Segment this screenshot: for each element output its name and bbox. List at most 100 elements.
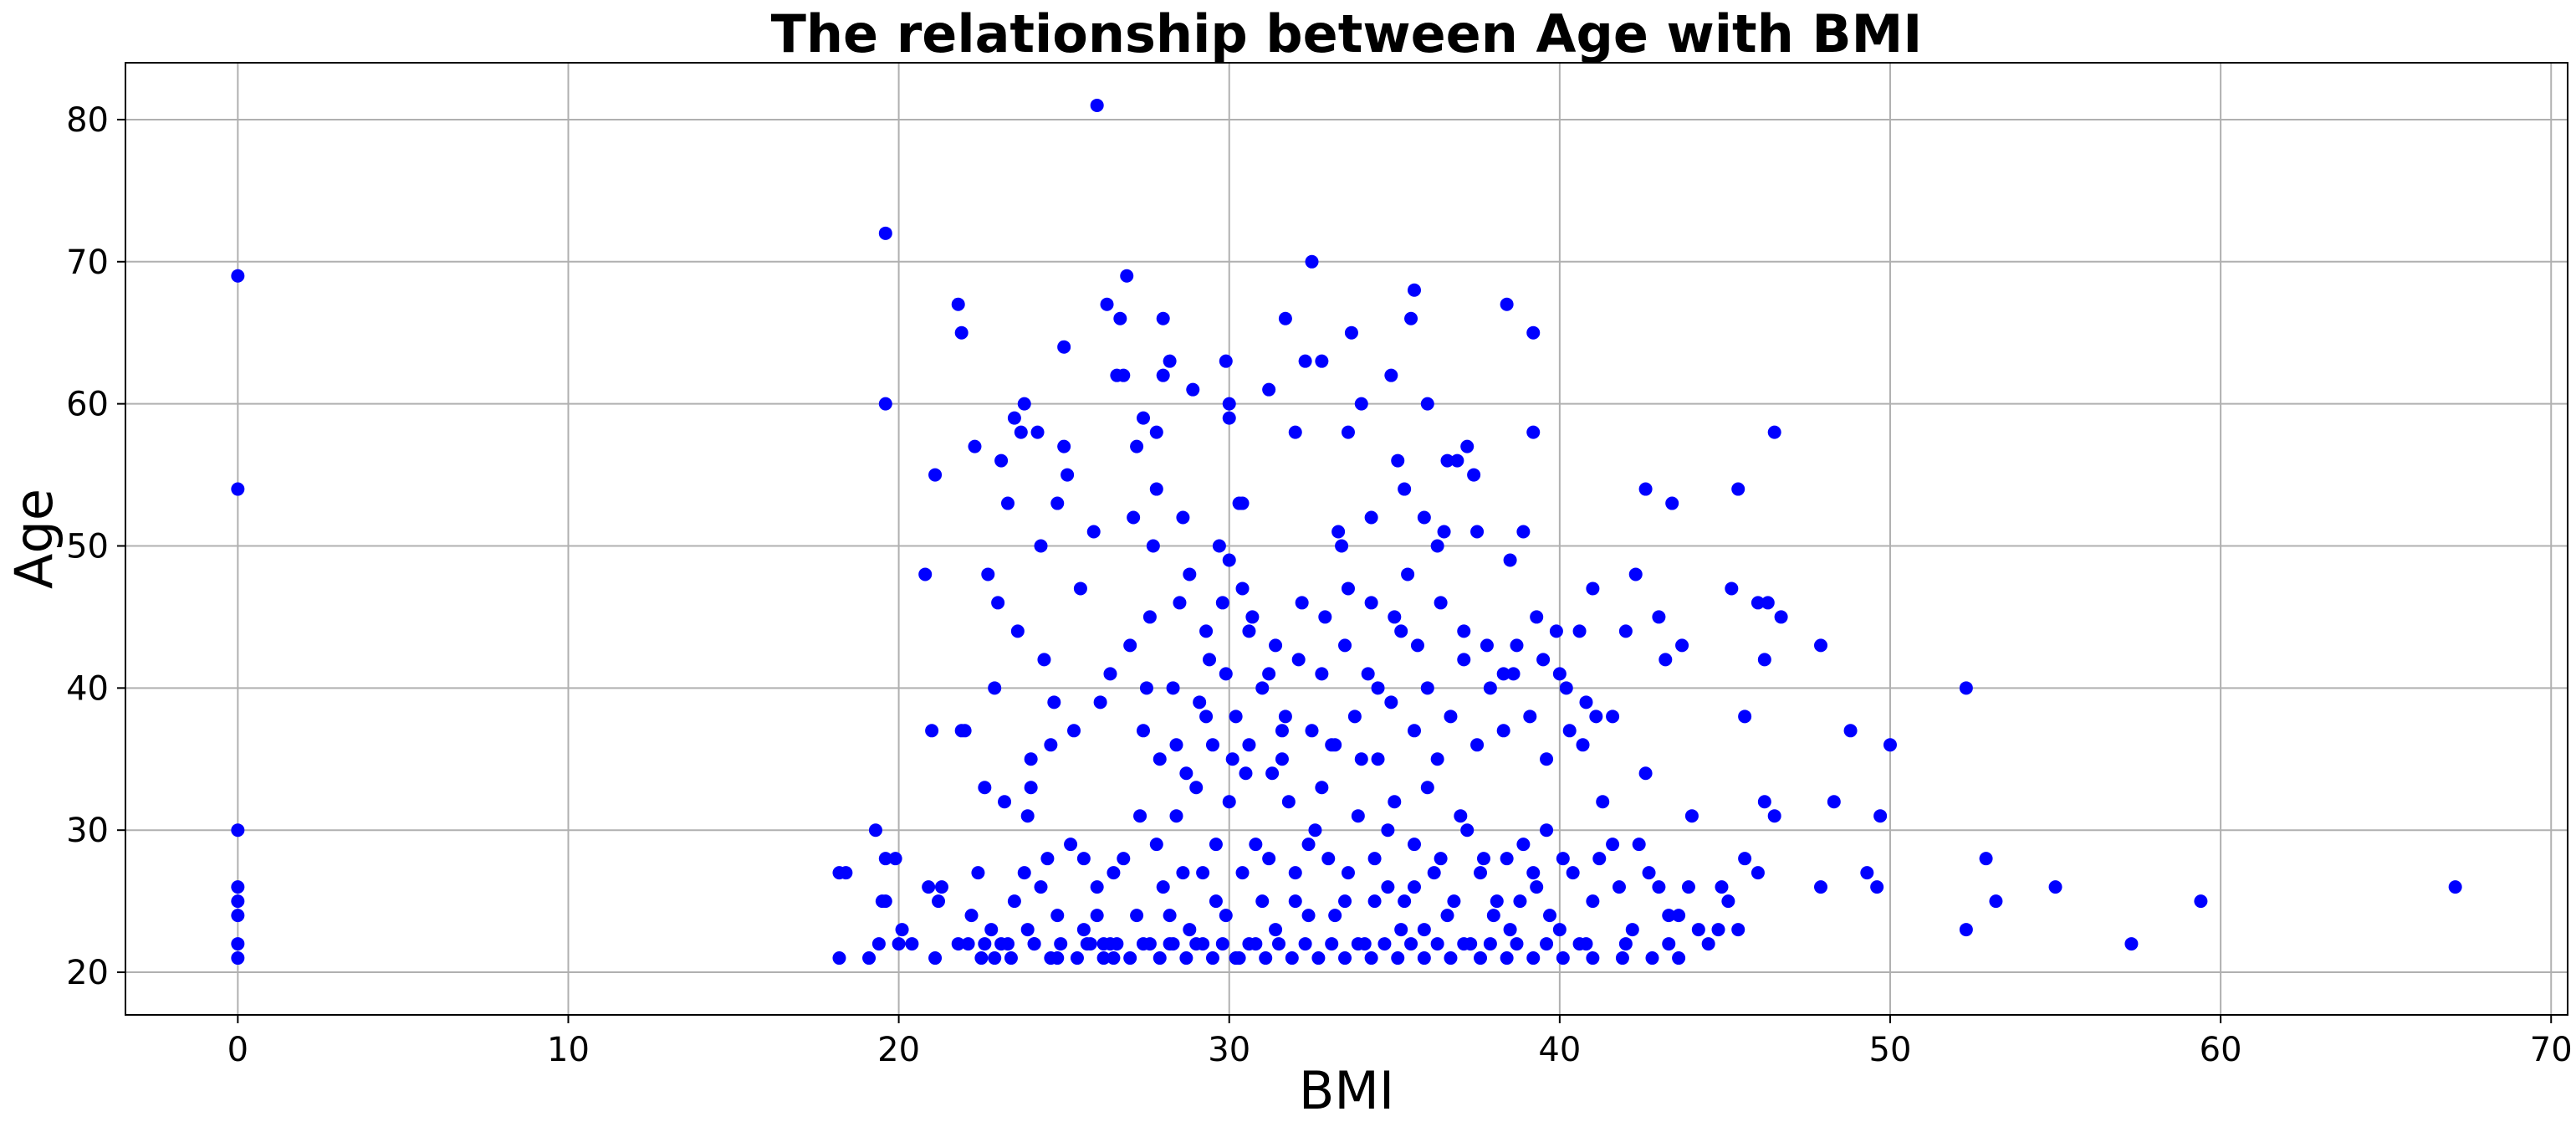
scatter-point	[2048, 880, 2062, 894]
scatter-point	[1460, 823, 1475, 838]
scatter-point	[1242, 624, 1256, 638]
scatter-point	[971, 866, 985, 880]
scatter-point	[1183, 567, 1197, 581]
scatter-point	[1076, 923, 1091, 937]
scatter-point	[1625, 923, 1639, 937]
scatter-point	[1959, 681, 1973, 695]
scatter-point	[1860, 866, 1874, 880]
scatter-point	[1341, 581, 1355, 596]
x-tick-label: 70	[2530, 1031, 2573, 1069]
scatter-point	[1030, 425, 1045, 439]
scatter-point	[1420, 681, 1434, 695]
scatter-point	[1113, 311, 1127, 325]
scatter-point	[1017, 866, 1031, 880]
scatter-point	[1000, 496, 1015, 510]
scatter-point	[1401, 567, 1415, 581]
scatter-point	[974, 951, 989, 966]
scatter-point	[1351, 937, 1365, 951]
scatter-point	[1989, 894, 2003, 909]
data-points	[231, 98, 2462, 966]
scatter-point	[1398, 482, 1412, 496]
scatter-point	[1662, 937, 1676, 951]
scatter-point	[1843, 724, 1858, 738]
y-tick-label: 60	[66, 386, 109, 424]
scatter-point	[1361, 667, 1375, 681]
scatter-point	[1212, 539, 1226, 553]
scatter-point	[978, 781, 992, 795]
scatter-point	[1156, 311, 1170, 325]
scatter-point	[1420, 397, 1434, 411]
scatter-point	[1288, 866, 1302, 880]
scatter-point	[922, 880, 936, 894]
scatter-point	[1133, 809, 1147, 823]
y-tick-label: 80	[66, 101, 109, 140]
scatter-point	[231, 937, 245, 951]
scatter-point	[1738, 709, 1752, 724]
scatter-point	[1500, 297, 1514, 311]
scatter-point	[1384, 695, 1398, 709]
scatter-point	[839, 866, 853, 880]
scatter-point	[1288, 425, 1302, 439]
scatter-point	[1672, 951, 1686, 966]
scatter-point	[928, 468, 943, 482]
scatter-point	[1417, 510, 1431, 525]
scatter-point	[1586, 581, 1600, 596]
scatter-point	[1269, 638, 1283, 653]
scatter-point	[1408, 838, 1422, 852]
scatter-point	[1434, 852, 1448, 866]
scatter-point	[1552, 923, 1567, 937]
x-axis-title: BMI	[1299, 1060, 1394, 1121]
scatter-point	[1044, 951, 1058, 966]
scatter-point	[1367, 852, 1382, 866]
scatter-point	[905, 937, 919, 951]
scatter-point	[1249, 838, 1263, 852]
scatter-point	[934, 880, 948, 894]
scatter-point	[1321, 852, 1336, 866]
scatter-point	[1067, 724, 1081, 738]
scatter-point	[2124, 937, 2139, 951]
scatter-point	[1566, 866, 1580, 880]
scatter-point	[1291, 653, 1306, 667]
scatter-point	[1120, 269, 1134, 283]
scatter-point	[1476, 852, 1490, 866]
scatter-point	[1589, 709, 1603, 724]
scatter-point	[1027, 937, 1041, 951]
scatter-point	[1222, 795, 1236, 809]
x-tick-label: 20	[877, 1031, 920, 1069]
scatter-point	[928, 951, 943, 966]
scatter-point	[1638, 766, 1653, 781]
scatter-point	[1496, 724, 1510, 738]
scatter-point	[1638, 482, 1653, 496]
scatter-point	[1149, 482, 1163, 496]
scatter-point	[1222, 553, 1236, 567]
scatter-point	[1417, 923, 1431, 937]
scatter-point	[1305, 254, 1319, 269]
scatter-point	[1526, 425, 1541, 439]
scatter-point	[1288, 894, 1302, 909]
scatter-point	[1295, 596, 1309, 610]
scatter-point	[1444, 709, 1458, 724]
scatter-point	[1020, 923, 1035, 937]
scatter-point	[1632, 838, 1646, 852]
scatter-point	[1209, 894, 1223, 909]
scatter-point	[1325, 738, 1339, 752]
scatter-point	[1447, 894, 1461, 909]
scatter-point	[1731, 482, 1745, 496]
scatter-point	[1490, 894, 1504, 909]
scatter-point	[1139, 681, 1153, 695]
scatter-point	[1652, 610, 1666, 624]
scatter-point	[1173, 596, 1187, 610]
scatter-point	[1474, 951, 1488, 966]
scatter-point	[1222, 397, 1236, 411]
scatter-point	[1618, 624, 1633, 638]
scatter-point	[1189, 781, 1204, 795]
scatter-point	[918, 567, 933, 581]
scatter-point	[1347, 709, 1362, 724]
scatter-point	[951, 297, 965, 311]
scatter-point	[231, 894, 245, 909]
scatter-point	[1873, 809, 1888, 823]
scatter-point	[1298, 937, 1312, 951]
scatter-point	[1255, 894, 1270, 909]
scatter-point	[1440, 453, 1454, 468]
